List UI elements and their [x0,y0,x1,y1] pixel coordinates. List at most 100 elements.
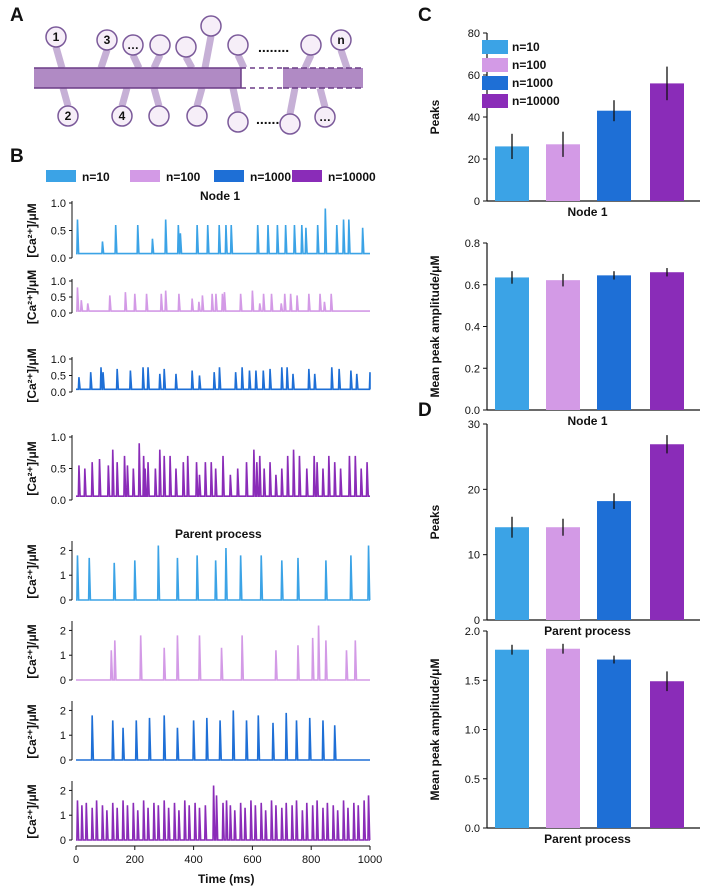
stalk [129,53,143,70]
y-tick-label: 2.0 [465,626,480,638]
y-tick-label: 0.5 [51,371,66,383]
y-tick-label: 1 [60,730,66,742]
y-tick-label: 1.0 [51,276,66,288]
y-axis-label: [Ca²⁺]/μM [25,348,39,402]
bar-chart: 0 20 40 60 80 Peaks Node 1 n=10 n=100 n=1000 n=100… [428,28,700,219]
y-axis-label: Mean peak amplitude/μM [428,658,442,800]
y-tick-label: 2 [60,625,66,637]
stalk [182,55,196,70]
y-tick-label: 1.0 [51,432,66,444]
y-tick-label: 0.6 [465,280,480,292]
membrane-right [283,68,363,88]
y-axis-label: [Ca²⁺]/μM [25,441,39,495]
legend-swatch [46,170,76,182]
node-circle [111,105,133,127]
legend-label: n=10 [512,40,540,54]
time-axis: 0 200 400 600 800 1000 [73,845,382,866]
y-tick-label: 0 [60,835,66,847]
legend-label: n=10000 [512,94,560,108]
node-stalks [52,35,351,115]
bar [546,648,580,828]
node-circle [200,15,222,37]
legend-swatch [130,170,160,182]
calcium-trace [76,443,370,498]
bar [597,501,631,620]
bar [546,527,580,620]
trace-plot: 0 1 2 [Ca²⁺]/μM [25,621,370,687]
stalk [118,87,131,107]
y-tick-label: 1.5 [465,675,480,687]
stalk [193,87,206,107]
y-tick-label: 0.5 [51,292,66,304]
node-circle [175,36,197,58]
node-label: 1 [53,30,60,44]
stalk [52,46,66,69]
y-axis-label: [Ca²⁺]/μM [25,784,39,838]
panel-letter-d: D [418,400,432,421]
trace-plot: 0 1 2 [Ca²⁺]/μM [25,781,371,847]
y-axis-label: Mean peak amplitude/μM [428,255,442,397]
y-tick-label: 1.0 [465,725,480,737]
stalk [316,87,329,108]
stalk [234,53,248,70]
x-tick-label: 600 [243,854,261,866]
trace-plot: 0.0 0.5 1.0 [Ca²⁺]/μM [25,348,371,403]
x-tick-label: 200 [126,854,144,866]
node-circle [148,105,170,127]
y-tick-label: 2 [60,545,66,557]
y-axis-label: [Ca²⁺]/μM [25,544,39,598]
bar [650,444,684,620]
node-label: … [319,110,331,124]
y-tick-label: 0.5 [51,464,66,476]
legend-swatch [292,170,322,182]
node-circle [57,105,79,127]
node-label: 4 [119,109,126,123]
node-circle [300,34,322,56]
bar [597,275,631,410]
y-tick-label: 0 [474,615,480,627]
y-axis-label: Peaks [428,504,442,539]
y-tick-label: 20 [468,154,480,166]
legend: n=10 n=100 n=1000 n=10000 [46,170,376,184]
stalk [286,87,299,115]
bar [650,681,684,828]
bar-charts: 0 20 40 60 80 Peaks Node 1 n=10 n=100 n=1000 n=100… [428,28,700,846]
stalk [337,48,351,70]
node-circle [45,26,67,48]
y-tick-label: 0.2 [465,363,480,375]
astrocyte-schematic: 1 3 … n 2 4 … ........ ...... [34,15,363,135]
bar [495,277,529,410]
x-axis-label: Node 1 [567,414,607,428]
node-label: … [127,38,139,52]
stalk [59,87,72,107]
legend-swatch [482,40,508,54]
calcium-trace [76,287,370,312]
y-tick-label: 0 [474,196,480,208]
legend-label: n=1000 [250,170,291,184]
y-tick-label: 1.0 [51,354,66,366]
bar-chart: 0.0 0.2 0.4 0.6 0.8 Mean peak amplitude/μM Nod… [428,238,700,428]
y-axis-label: [Ca²⁺]/μM [25,203,39,257]
y-tick-label: 0.0 [51,387,66,399]
y-tick-label: 20 [468,484,480,496]
node-circle [149,34,171,56]
trace-plot: 0 1 2 [Ca²⁺]/μM [25,541,371,607]
legend-label: n=100 [166,170,201,184]
calcium-trace [76,367,371,391]
y-tick-label: 0.0 [51,495,66,507]
y-axis-label: Peaks [428,99,442,134]
x-axis-label: Parent process [544,624,631,638]
trace-plot: 0.0 0.5 1.0 [Ca²⁺]/μM [25,432,370,507]
stalk [150,87,163,107]
node-circle [186,105,208,127]
legend-label: n=100 [512,58,547,72]
y-tick-label: 60 [468,70,480,82]
y-axis-label: [Ca²⁺]/μM [25,270,39,324]
y-tick-label: 0 [60,595,66,607]
x-tick-label: 0 [73,854,79,866]
y-tick-label: 0 [60,675,66,687]
bar-chart: 0 10 20 30 Peaks Parent process [428,419,700,638]
group-title-parent: Parent process [175,527,262,541]
y-tick-label: 10 [468,550,480,562]
